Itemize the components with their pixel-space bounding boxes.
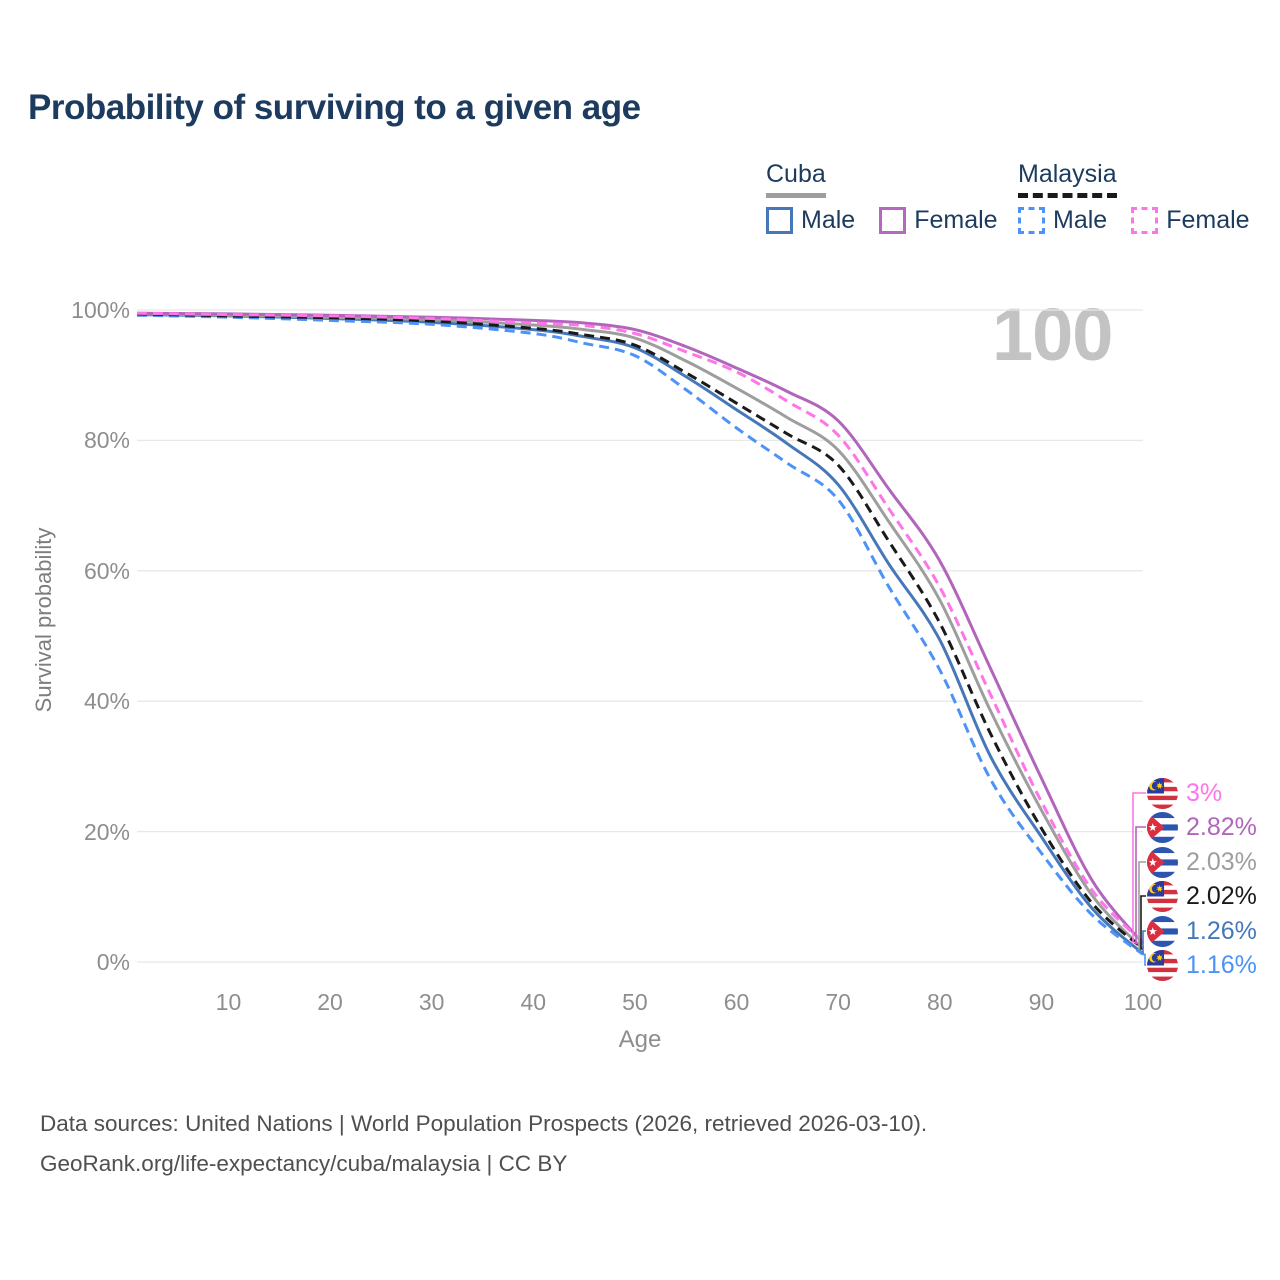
y-tick-label: 20%: [83, 818, 130, 845]
x-tick-label: 90: [1028, 989, 1055, 1015]
end-label-connector: [1140, 895, 1146, 950]
legend-item-malaysia-male[interactable]: Male: [1018, 206, 1107, 235]
page-title: Probability of surviving to a given age: [28, 88, 641, 127]
curve-malaysia-female: [136, 311, 1145, 944]
end-label-connector: [1138, 861, 1146, 950]
legend-item-cuba-female[interactable]: Female: [879, 206, 998, 235]
legend-swatch-female: [1131, 207, 1159, 234]
cuba-flag-icon: [1147, 846, 1178, 878]
end-label-cuba-male: 1.26%: [1147, 915, 1257, 947]
data-sources-line: Data sources: United Nations | World Pop…: [40, 1111, 928, 1136]
x-tick-label: 50: [622, 989, 648, 1015]
y-axis-title: Survival probability: [31, 527, 56, 713]
end-label-value: 2.03%: [1186, 847, 1257, 876]
x-tick-label: 100: [1123, 989, 1163, 1015]
y-tick-label: 40%: [83, 688, 130, 715]
end-label-connector: [1132, 792, 1146, 944]
legend-items-row: Male Female: [1018, 206, 1250, 235]
legend-item-label: Female: [914, 206, 998, 234]
x-tick-label: 20: [317, 989, 343, 1015]
end-label-connector: [1143, 953, 1146, 966]
end-label-value: 1.26%: [1186, 916, 1257, 945]
malaysia-flag-icon: [1147, 949, 1178, 981]
x-tick-label: 80: [926, 989, 953, 1015]
cuba-flag-icon: [1147, 811, 1178, 843]
end-label-value: 2.82%: [1186, 812, 1257, 841]
curve-cuba-male: [136, 313, 1144, 955]
curve-cuba-both: [136, 312, 1145, 950]
cuba-flag-icon: [1147, 915, 1178, 947]
y-tick-label: 60%: [83, 557, 130, 584]
curve-malaysia-male: [136, 313, 1144, 956]
end-label-malaysia-female: 3%: [1147, 777, 1222, 809]
legend-item-malaysia-female[interactable]: Female: [1131, 206, 1250, 235]
legend-swatch-male: [1018, 207, 1045, 234]
end-label-value: 2.02%: [1186, 881, 1257, 910]
legend-group-cuba: Cuba Male Female: [766, 160, 998, 235]
legend-country-cuba: Cuba: [766, 160, 826, 198]
legend-item-label: Female: [1166, 206, 1250, 234]
legend-item-label: Male: [1053, 206, 1108, 234]
end-label-cuba-female: 2.82%: [1147, 811, 1257, 843]
hover-age-watermark: 100: [992, 293, 1113, 376]
legend-items-row: Male Female: [766, 206, 998, 235]
x-tick-label: 70: [825, 989, 851, 1015]
end-label-value: 1.16%: [1186, 950, 1257, 979]
y-tick-label: 100%: [71, 297, 130, 323]
legend-swatch-female: [879, 207, 907, 234]
end-label-malaysia-male: 1.16%: [1147, 949, 1257, 981]
legend-country-malaysia: Malaysia: [1018, 160, 1117, 198]
footer: Data sources: United Nations | World Pop…: [40, 1104, 927, 1184]
end-label-value: 3%: [1186, 778, 1223, 807]
y-tick-label: 0%: [96, 949, 130, 975]
legend-item-cuba-male[interactable]: Male: [766, 206, 855, 235]
curve-cuba-female: [136, 311, 1145, 945]
x-tick-label: 60: [723, 989, 750, 1015]
x-tick-label: 40: [520, 989, 547, 1015]
malaysia-flag-icon: [1147, 880, 1178, 912]
end-label-connector: [1142, 930, 1146, 954]
legend-swatch-male: [766, 207, 793, 234]
legend-item-label: Male: [801, 206, 856, 234]
end-label-connector: [1135, 826, 1146, 945]
curve-malaysia-both: [136, 312, 1144, 950]
x-tick-label: 30: [418, 989, 445, 1015]
x-tick-label: 10: [215, 989, 242, 1015]
end-label-cuba-both: 2.03%: [1147, 846, 1257, 878]
x-axis-title: Age: [618, 1026, 662, 1053]
end-label-malaysia-both: 2.02%: [1147, 880, 1257, 912]
y-tick-label: 80%: [83, 427, 130, 454]
attribution-link-line: GeoRank.org/life-expectancy/cuba/malaysi…: [40, 1151, 568, 1176]
malaysia-flag-icon: [1147, 777, 1178, 809]
legend-group-malaysia: Malaysia Male Female: [1018, 160, 1250, 235]
